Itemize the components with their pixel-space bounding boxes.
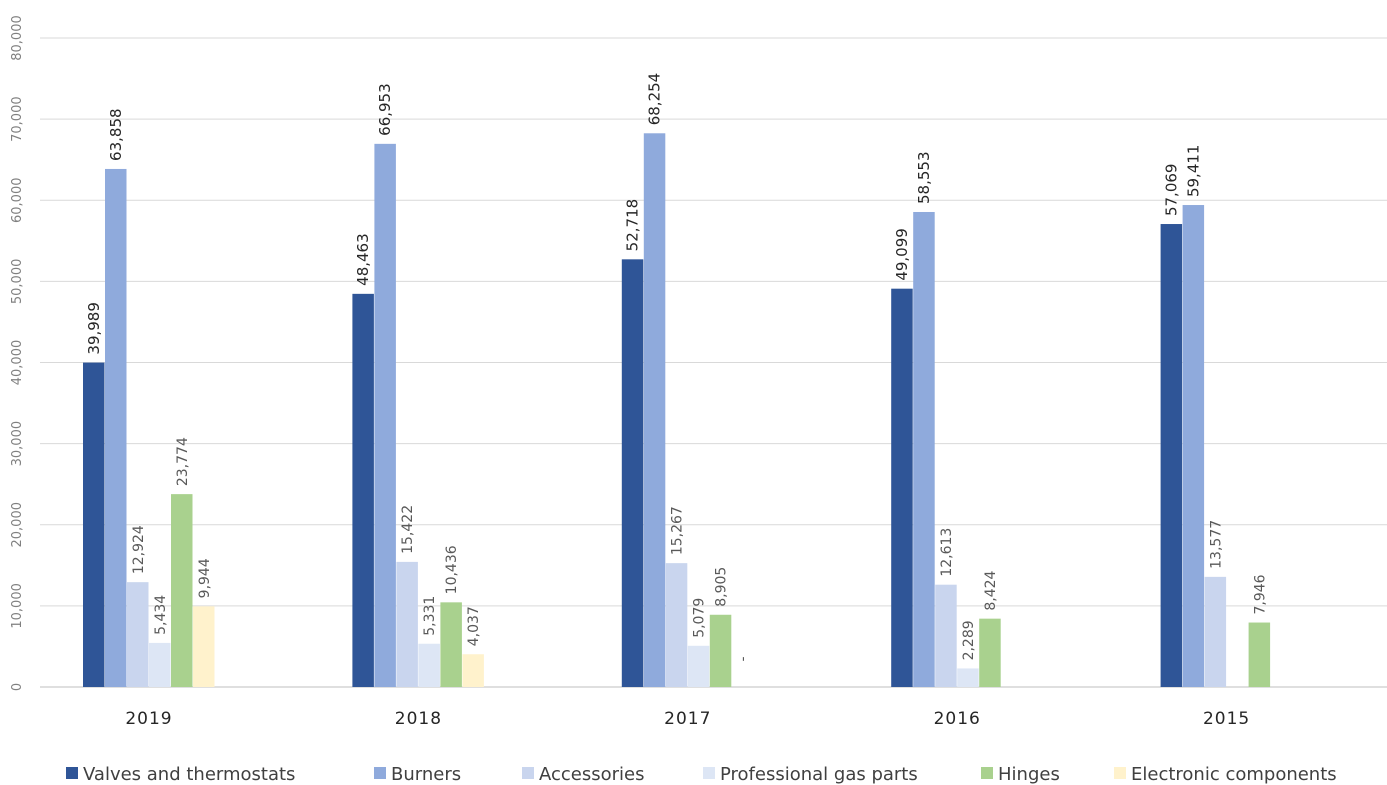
data-label: 48,463 bbox=[354, 233, 372, 286]
bar-burners-2017 bbox=[643, 133, 666, 687]
bar-professional-gas-parts-2017 bbox=[687, 645, 710, 687]
bar-professional-gas-parts-2018 bbox=[418, 643, 440, 687]
bar-electronic-components-2019 bbox=[193, 606, 215, 687]
data-label: 5,434 bbox=[153, 595, 169, 635]
data-label: 9,944 bbox=[197, 558, 213, 598]
x-tick-label: 2015 bbox=[1203, 709, 1250, 729]
y-tick-label: 80,000 bbox=[10, 15, 25, 61]
legend-swatch bbox=[981, 767, 993, 779]
bar-hinges-2018 bbox=[440, 602, 462, 687]
x-tick-label: 2019 bbox=[125, 709, 172, 729]
legend-entry-accessories: Accessories bbox=[539, 764, 645, 785]
bar-valves-and-thermostats-2017 bbox=[621, 259, 644, 687]
data-label: 15,422 bbox=[400, 505, 416, 554]
y-tick-label: 40,000 bbox=[10, 340, 25, 386]
y-axis: 0 10,000 20,000 30,000 40,000 50,000 60,000 70,… bbox=[10, 15, 25, 691]
bar-valves-and-thermostats-2015 bbox=[1160, 224, 1183, 687]
bar-burners-2019 bbox=[105, 168, 127, 688]
data-label: 63,858 bbox=[107, 108, 125, 161]
data-label: 8,905 bbox=[714, 567, 730, 607]
bar-accessories-2017 bbox=[665, 563, 688, 687]
data-label: 12,613 bbox=[939, 528, 955, 577]
bar-electronic-components-2018 bbox=[462, 654, 484, 687]
data-label: 2,289 bbox=[961, 620, 977, 660]
data-label: 5,331 bbox=[422, 596, 438, 636]
data-label: 8,424 bbox=[983, 570, 999, 610]
y-tick-label: 60,000 bbox=[10, 178, 25, 224]
data-label: 57,069 bbox=[1162, 164, 1180, 217]
legend: Valves and thermostats Burners Accessories… bbox=[66, 764, 1337, 785]
data-label: 15,267 bbox=[670, 506, 686, 555]
bar-valves-and-thermostats-2018 bbox=[352, 293, 374, 687]
x-tick-label: 2017 bbox=[664, 709, 711, 729]
bar-burners-2016 bbox=[913, 211, 935, 688]
data-label: 52,718 bbox=[624, 199, 642, 252]
data-labels: 39,989 63,858 12,924 5,434 23,774 9,944 48,463… bbox=[85, 73, 1269, 662]
legend-entry-burners: Burners bbox=[391, 764, 461, 785]
data-label: 66,953 bbox=[376, 83, 394, 136]
data-label: 10,436 bbox=[444, 545, 460, 594]
data-label: 39,989 bbox=[85, 302, 103, 355]
bar-accessories-2018 bbox=[396, 561, 418, 687]
gridlines bbox=[40, 37, 1387, 688]
bar-accessories-2019 bbox=[127, 582, 149, 687]
y-tick-label: 20,000 bbox=[10, 502, 25, 548]
bar-valves-and-thermostats-2019 bbox=[83, 362, 105, 687]
y-tick-label: 10,000 bbox=[10, 583, 25, 629]
bar-professional-gas-parts-2016 bbox=[957, 668, 979, 687]
data-label: 12,924 bbox=[131, 525, 147, 574]
bar-hinges-2016 bbox=[979, 618, 1001, 687]
bar-hinges-2019 bbox=[171, 494, 193, 687]
legend-swatch bbox=[374, 767, 386, 779]
bar-burners-2018 bbox=[374, 143, 396, 688]
data-label: 59,411 bbox=[1184, 145, 1202, 198]
data-label: 68,254 bbox=[646, 73, 664, 126]
data-label: 49,099 bbox=[893, 228, 911, 281]
bar-valves-and-thermostats-2016 bbox=[891, 288, 913, 687]
data-label: 23,774 bbox=[175, 437, 191, 486]
y-tick-label: 50,000 bbox=[10, 259, 25, 305]
data-label: 4,037 bbox=[466, 606, 482, 646]
data-label: 58,553 bbox=[915, 151, 933, 204]
x-tick-label: 2016 bbox=[934, 709, 981, 729]
bar-burners-2015 bbox=[1182, 205, 1205, 687]
bars bbox=[83, 133, 1271, 688]
y-tick-label: 70,000 bbox=[10, 96, 25, 142]
legend-swatch bbox=[1114, 767, 1126, 779]
data-label: 7,946 bbox=[1252, 574, 1268, 614]
legend-swatch bbox=[703, 767, 715, 779]
legend-entry-hinges: Hinges bbox=[998, 764, 1060, 785]
x-axis: 2019 2018 2017 2016 2015 bbox=[125, 709, 1250, 729]
data-label: 13,577 bbox=[1208, 520, 1224, 569]
legend-entry-electronic-components: Electronic components bbox=[1131, 764, 1337, 785]
data-label: - bbox=[736, 656, 752, 661]
data-label: 5,079 bbox=[692, 598, 708, 638]
y-tick-label: 30,000 bbox=[10, 421, 25, 467]
bar-professional-gas-parts-2019 bbox=[149, 642, 171, 687]
bar-accessories-2016 bbox=[935, 584, 957, 687]
bar-hinges-2017 bbox=[709, 614, 732, 687]
legend-entry-professional-gas-parts: Professional gas parts bbox=[720, 764, 918, 785]
legend-swatch bbox=[522, 767, 534, 779]
bar-hinges-2015 bbox=[1248, 622, 1271, 687]
y-tick-label: 0 bbox=[10, 683, 25, 691]
legend-entry-valves-and-thermostats: Valves and thermostats bbox=[83, 764, 295, 785]
legend-swatch bbox=[66, 767, 78, 779]
x-tick-label: 2018 bbox=[395, 709, 442, 729]
bar-accessories-2015 bbox=[1204, 576, 1227, 687]
